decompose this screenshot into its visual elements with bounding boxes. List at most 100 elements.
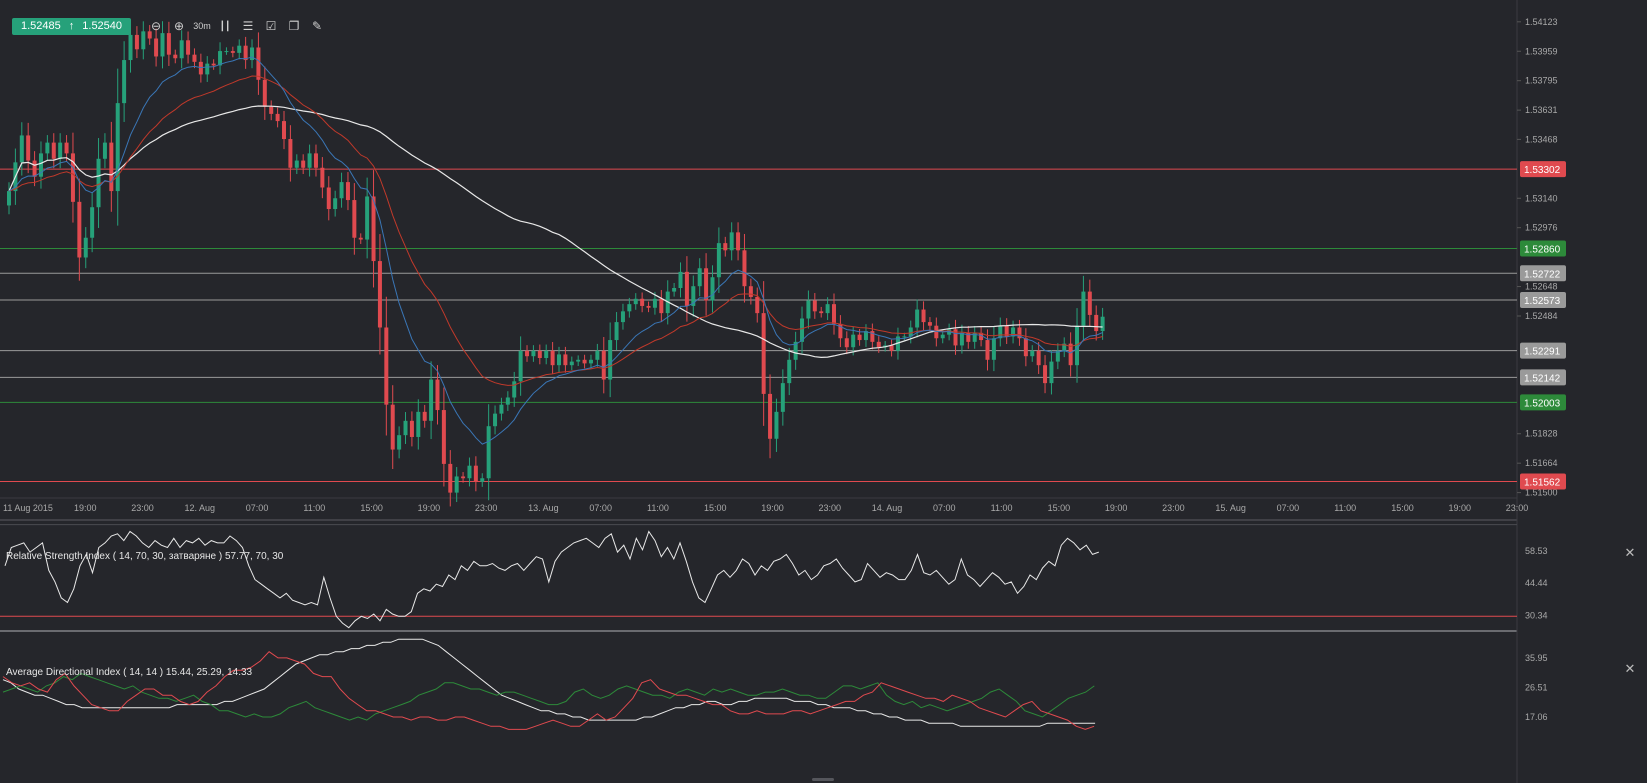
level-label-bg (1520, 473, 1566, 490)
time-tick-label: 14. Aug (872, 503, 903, 513)
candle-body (806, 300, 811, 319)
candle-body (90, 207, 95, 238)
candle-body (38, 153, 43, 177)
candle-body (307, 153, 312, 168)
price-tick-label: 1.54123 (1525, 17, 1558, 27)
candle-body (531, 350, 536, 357)
arrow-up-icon: ↑ (68, 20, 75, 32)
indicators-icon[interactable]: ☰ (242, 19, 254, 33)
draw-icon[interactable]: ✎ (312, 19, 323, 33)
candle-body (985, 340, 990, 360)
candle-body (588, 359, 593, 364)
adx-tick-label: 26.51 (1525, 682, 1548, 692)
candle-body (147, 31, 152, 39)
time-tick-label: 15. Aug (1215, 503, 1246, 513)
candle-body (953, 329, 958, 346)
level-label: 1.52142 (1524, 373, 1561, 384)
level-label-bg (1520, 394, 1566, 411)
level-label: 1.51562 (1524, 477, 1561, 488)
candle-body (876, 341, 881, 348)
rsi-tick-label: 58.53 (1525, 546, 1548, 556)
candle-body (473, 465, 478, 482)
candle-body (959, 332, 964, 346)
candle-body (812, 300, 817, 312)
candle-body (160, 33, 165, 57)
candle-body (288, 139, 293, 168)
candle-body (64, 142, 69, 154)
candle-body (518, 350, 523, 382)
candle-body (301, 160, 306, 168)
bid-price: 1.52485 (21, 20, 61, 32)
price-tick-label: 1.52484 (1525, 311, 1558, 321)
level-label-bg (1520, 161, 1566, 178)
candle-body (678, 271, 683, 288)
candles-icon[interactable]: ┃┃ (219, 20, 231, 31)
candle-body (141, 31, 146, 50)
candle-body (429, 379, 434, 421)
ma-mid-line (8, 75, 1103, 386)
candle-body (889, 345, 894, 351)
candle-body (243, 45, 248, 61)
candle-body (1100, 316, 1105, 332)
price-tick-label: 1.53795 (1525, 76, 1558, 86)
candle-body (358, 237, 363, 240)
candle-body (857, 334, 862, 341)
candle-body (326, 187, 331, 210)
level-label-bg (1520, 342, 1566, 359)
candle-body (576, 359, 581, 362)
rsi-line (4, 530, 1099, 629)
candle-body (1081, 291, 1086, 326)
candle-body (684, 271, 689, 306)
ma-fast-line (8, 56, 1103, 445)
time-tick-label: 07:00 (589, 503, 612, 513)
candle-body (294, 160, 299, 168)
candle-body (198, 61, 203, 75)
candle-body (921, 309, 926, 323)
scroll-handle[interactable] (812, 778, 834, 781)
adx-close-icon[interactable]: ✕ (1624, 661, 1636, 676)
candle-body (128, 34, 133, 61)
level-label: 1.52573 (1524, 296, 1561, 307)
candle-body (1094, 314, 1099, 332)
candle-body (224, 51, 229, 53)
candle-body (768, 393, 773, 439)
candle-body (646, 305, 651, 308)
candle-body (691, 286, 696, 306)
candle-body (998, 325, 1003, 339)
time-tick-label: 19:00 (418, 503, 441, 513)
time-tick-label: 23:00 (1506, 503, 1529, 513)
candle-body (550, 350, 555, 366)
time-tick-label: 15:00 (1391, 503, 1414, 513)
level-label-bg (1520, 240, 1566, 257)
candle-body (166, 33, 171, 55)
candle-body (544, 350, 549, 358)
candle-body (966, 332, 971, 342)
objects-icon[interactable]: ❐ (288, 19, 300, 33)
candle-body (499, 404, 504, 414)
quote-badge[interactable]: 1.52485 ↑ 1.52540 (12, 17, 132, 35)
time-tick-label: 12. Aug (185, 503, 216, 513)
candle-body (640, 298, 645, 306)
level-label-bg (1520, 369, 1566, 386)
check-icon[interactable]: ☑ (265, 19, 277, 33)
candle-body (486, 426, 491, 479)
price-tick-label: 1.51500 (1525, 488, 1558, 498)
candle-body (761, 313, 766, 394)
candle-body (1011, 327, 1016, 337)
candle-body (211, 63, 216, 66)
timeframe-icon[interactable]: 30m (193, 21, 211, 31)
zoom-in-icon[interactable]: ⊕ (174, 19, 185, 33)
candle-body (780, 383, 785, 412)
adx-title: Average Directional Index ( 14, 14 ) 15.… (6, 667, 253, 678)
candle-body (480, 478, 485, 482)
candle-body (371, 196, 376, 262)
zoom-out-icon[interactable]: ⊖ (151, 19, 162, 33)
candle-body (122, 60, 127, 104)
candle-body (908, 327, 913, 337)
candle-body (77, 201, 82, 258)
candle-body (505, 397, 510, 405)
time-tick-label: 23:00 (1162, 503, 1185, 513)
candle-body (58, 142, 63, 159)
rsi-close-icon[interactable]: ✕ (1624, 545, 1636, 560)
